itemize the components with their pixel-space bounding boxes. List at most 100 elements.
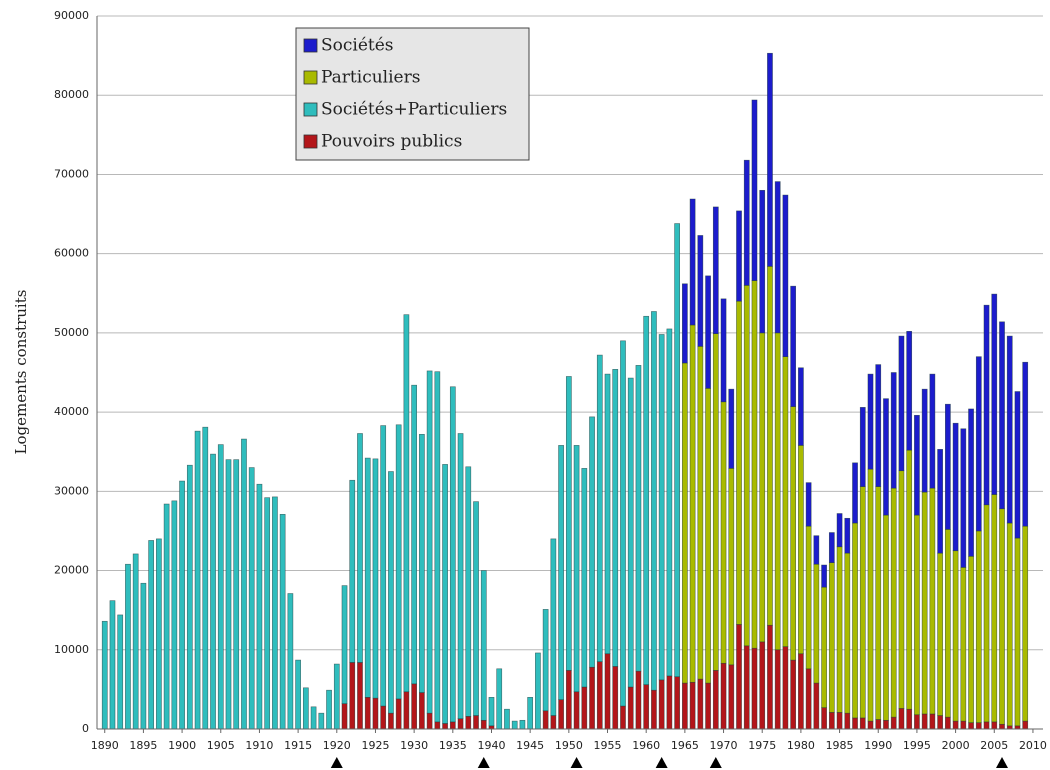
bar [682,362,688,684]
bar [434,721,441,730]
bar [774,332,781,651]
bar [202,426,209,730]
bar [805,525,812,670]
bar [1022,525,1029,722]
bar [697,346,704,680]
bars [101,52,1029,730]
bar [457,718,464,730]
bar [620,705,626,730]
bar [132,553,139,730]
bar [148,540,154,730]
bar [898,470,905,709]
bar [952,422,959,552]
bar [921,388,928,493]
bar [442,723,448,730]
bar [473,715,479,730]
bar [225,459,232,730]
bar [736,210,742,302]
bar [914,414,920,516]
bar [921,491,928,715]
x-tick-label: 1920 [323,739,351,752]
bar [264,497,271,730]
bar [844,517,851,554]
bar [643,315,650,685]
bar [875,364,882,487]
bar [975,356,982,532]
bar [511,720,518,730]
bar [999,321,1005,510]
bar [666,328,673,677]
bar [419,692,425,730]
bar [720,662,727,730]
bar [805,668,812,730]
bar [805,482,812,527]
x-tick-label: 1895 [129,739,157,752]
bar [867,720,874,730]
bar [774,649,781,730]
bar [712,670,719,730]
bar [782,646,789,730]
bar [798,653,804,730]
bar [581,468,588,688]
bar [550,715,557,730]
bar [883,398,889,516]
bar [852,717,858,730]
bar [241,438,247,730]
bar [682,682,688,730]
bar [759,641,766,730]
bar [782,356,789,647]
bar [975,722,982,730]
bar [581,686,588,730]
x-tick-label: 1905 [207,739,235,752]
bar [736,300,742,625]
bar [233,459,240,730]
bar [1014,391,1021,539]
bar [163,503,170,730]
x-marker [570,757,583,768]
bar [674,676,680,730]
bar [380,425,387,707]
bar [643,684,650,730]
bar [682,283,688,364]
bar [828,562,835,713]
bar [403,691,410,730]
bar [798,445,804,655]
bar [906,449,913,710]
legend-swatch [303,70,318,85]
bar [372,458,379,699]
bar [728,388,735,469]
bar [465,466,472,717]
bar [890,372,897,489]
bar [186,464,193,730]
bar [210,453,216,730]
bar [813,682,820,730]
bar [326,689,332,730]
bar [867,468,874,722]
bar [349,662,356,730]
bar [736,624,742,730]
bar [395,698,402,730]
bar [504,708,510,730]
bar [991,721,998,730]
bar [1014,537,1021,727]
bar [751,647,758,730]
bar [612,369,619,667]
bar [1006,522,1013,727]
bar [527,697,534,730]
bar [836,513,843,548]
bar [929,713,936,730]
x-marker [996,757,1009,768]
bar [411,683,417,730]
y-tick-label: 10000 [54,643,89,656]
y-tick-label: 90000 [54,9,89,22]
bar [279,514,286,730]
bar [906,331,913,451]
bar [666,675,673,730]
bar [449,721,456,730]
x-tick-label: 1970 [710,739,738,752]
x-tick-label: 1940 [477,739,505,752]
bar [550,538,557,716]
bar [635,670,642,730]
bar [434,371,441,723]
bar [689,681,696,730]
